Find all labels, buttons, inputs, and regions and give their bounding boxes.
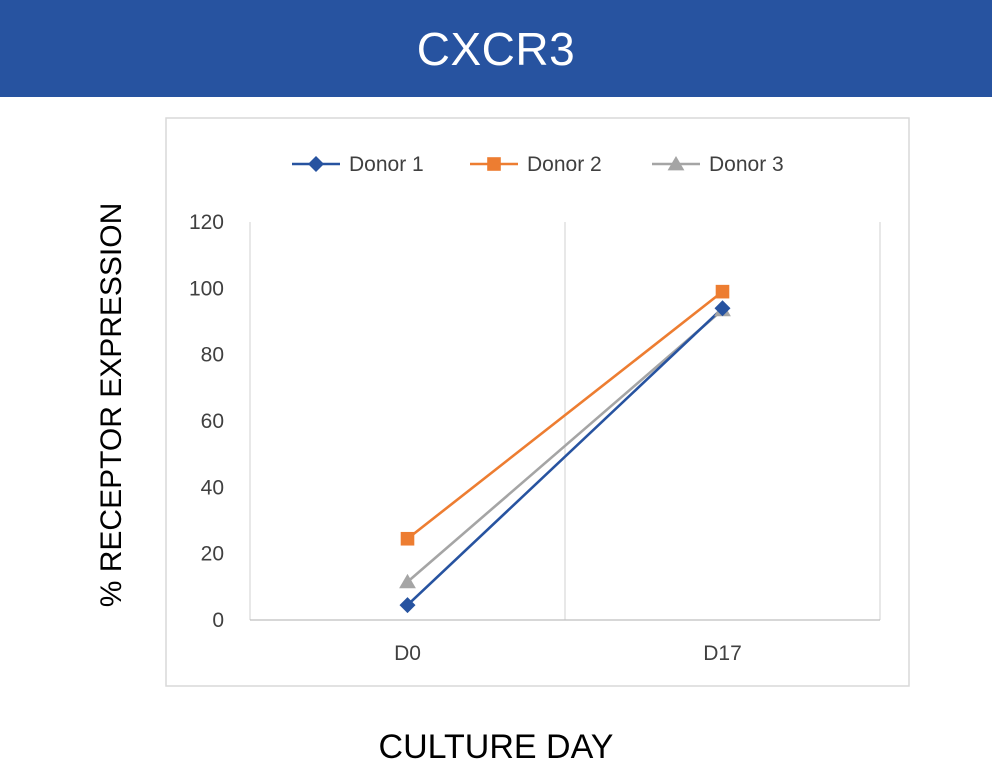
data-point-donor-1 (714, 300, 731, 317)
y-tick-label: 0 (212, 609, 224, 632)
y-axis-label: % RECEPTOR EXPRESSION (95, 202, 128, 608)
legend-label: Donor 3 (709, 153, 784, 176)
y-tick-label: 60 (201, 410, 224, 433)
chart-title: CXCR3 (416, 22, 576, 75)
data-point-donor-2 (715, 284, 730, 299)
title-banner: CXCR3 (0, 0, 992, 97)
legend-marker (487, 157, 501, 171)
legend-label: Donor 1 (349, 153, 424, 176)
y-tick-label: 120 (189, 211, 224, 234)
x-tick-label: D0 (394, 642, 421, 665)
legend-label: Donor 2 (527, 153, 602, 176)
legend-marker (308, 156, 324, 172)
y-tick-label: 100 (189, 277, 224, 300)
data-point-donor-3 (399, 573, 416, 589)
y-tick-label: 20 (201, 543, 224, 566)
x-axis-label: CULTURE DAY (378, 728, 614, 766)
data-point-donor-1 (399, 597, 416, 614)
series-line-donor-2 (406, 290, 724, 540)
data-point-donor-2 (400, 531, 415, 546)
chart-frame (165, 117, 910, 687)
y-tick-label: 80 (201, 344, 224, 367)
series-line-donor-3 (406, 308, 724, 583)
y-tick-label: 40 (201, 476, 224, 499)
legend-marker (667, 156, 685, 171)
series-line-donor-1 (406, 307, 724, 607)
x-tick-label: D17 (703, 642, 742, 665)
